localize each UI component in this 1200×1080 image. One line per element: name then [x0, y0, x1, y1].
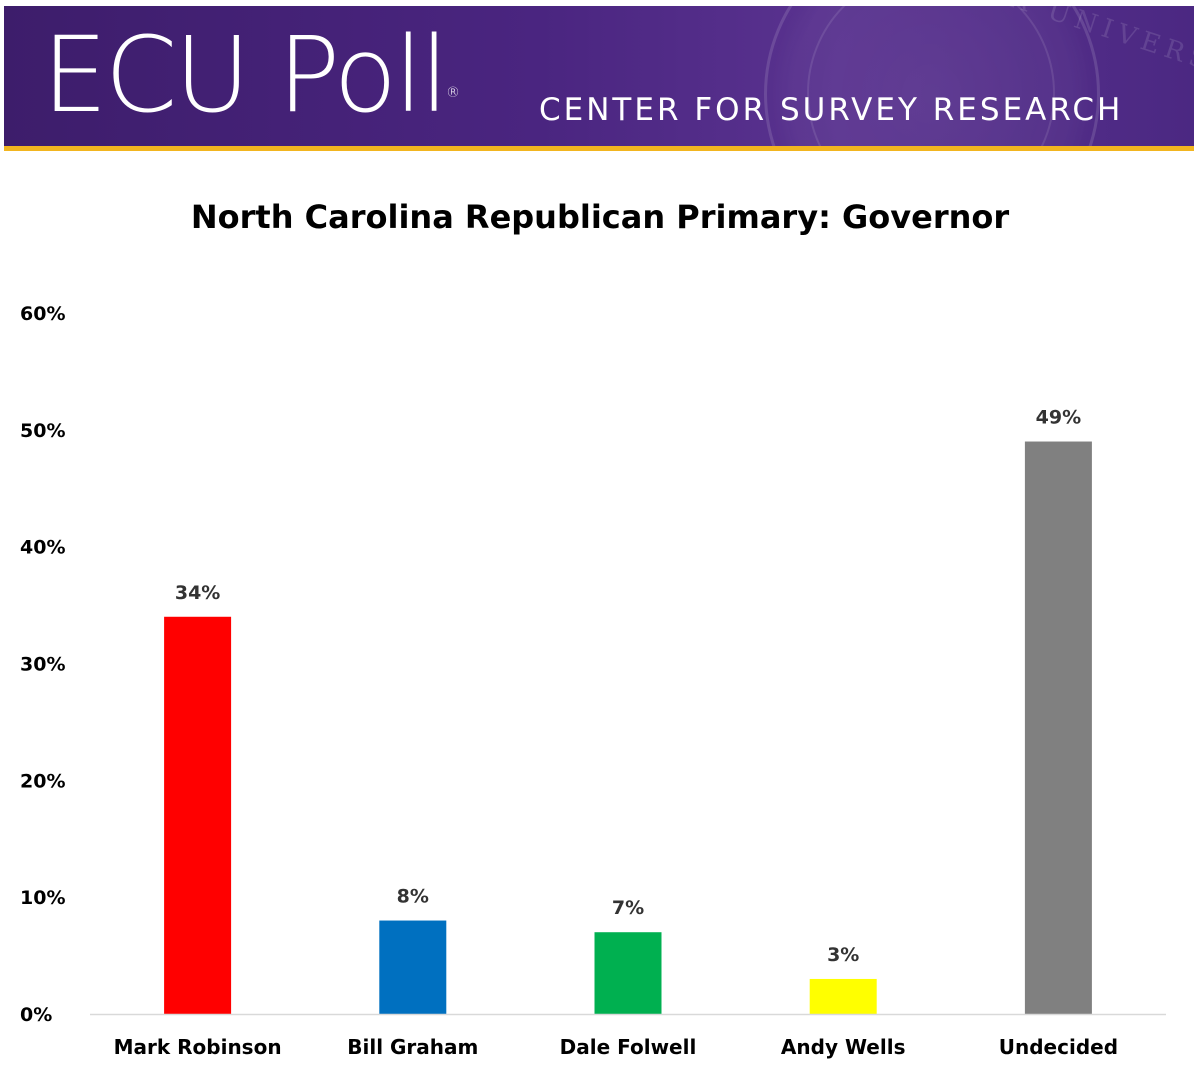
logo-text: ECU Poll: [42, 14, 449, 136]
category-label: Dale Folwell: [560, 1035, 697, 1059]
banner-gold-stripe: [4, 146, 1194, 151]
banner-subtitle: CENTER FOR SURVEY RESEARCH: [539, 92, 1124, 128]
ecu-poll-logo: ECU Poll®: [42, 20, 460, 130]
registered-mark: ®: [445, 85, 460, 101]
chart-title: North Carolina Republican Primary: Gover…: [190, 198, 1010, 236]
header-banner: CAROLINA UNIVERSITY ECU Poll® CENTER FOR…: [4, 6, 1194, 146]
category-label: Mark Robinson: [114, 1035, 282, 1059]
y-tick-label: 10%: [20, 887, 65, 909]
data-label: 8%: [397, 886, 429, 908]
bar: [379, 920, 447, 1014]
category-label: Andy Wells: [781, 1035, 906, 1059]
bar: [594, 932, 662, 1014]
bar: [1024, 441, 1092, 1014]
bar: [809, 978, 877, 1014]
category-label: Bill Graham: [347, 1035, 478, 1059]
y-tick-label: 20%: [20, 770, 65, 792]
university-seal-watermark: CAROLINA UNIVERSITY: [764, 6, 1194, 146]
y-tick-label: 30%: [20, 654, 65, 676]
data-label: 3%: [827, 944, 859, 966]
y-tick-label: 0%: [20, 1004, 52, 1026]
category-label: Undecided: [999, 1035, 1118, 1059]
y-tick-label: 50%: [20, 420, 65, 442]
y-tick-label: 40%: [20, 537, 65, 559]
data-label: 34%: [175, 582, 220, 604]
data-label: 7%: [612, 897, 644, 919]
y-tick-label: 60%: [20, 303, 65, 325]
bar: [164, 616, 232, 1014]
data-label: 49%: [1036, 407, 1081, 429]
